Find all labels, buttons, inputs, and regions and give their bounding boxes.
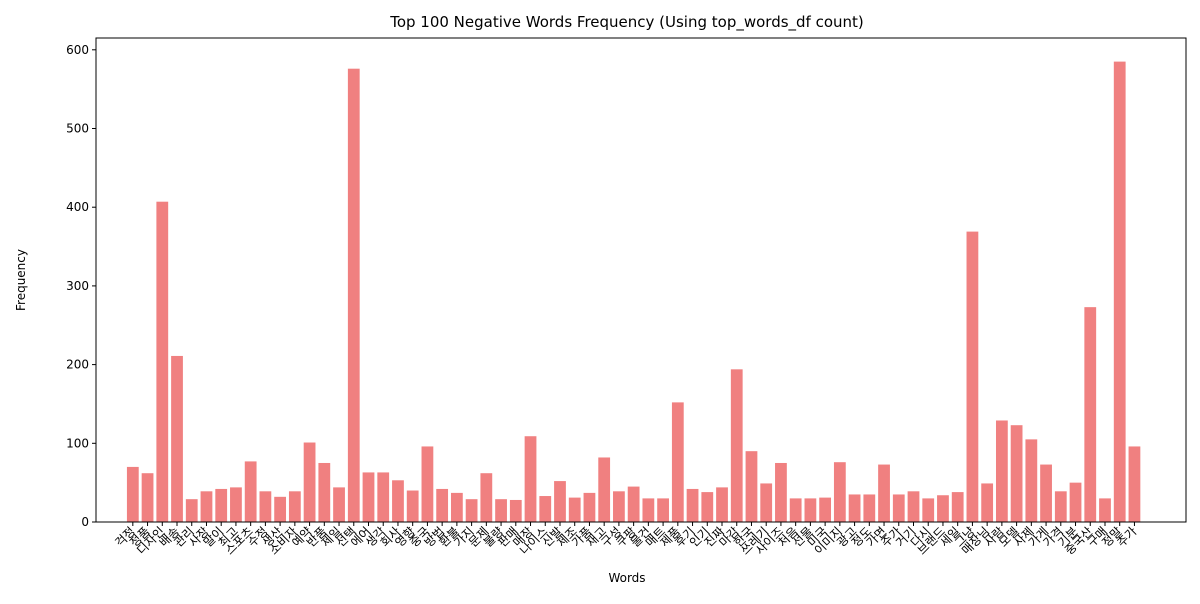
bar: [833, 462, 846, 522]
bar: [878, 464, 890, 522]
bar: [642, 498, 655, 522]
y-tick-label: 600: [66, 43, 89, 57]
bar: [966, 231, 979, 522]
bar: [171, 355, 183, 522]
bar: [200, 491, 213, 522]
bar: [1069, 482, 1082, 522]
bar: [1054, 491, 1067, 522]
bar: [951, 492, 964, 522]
bar: [377, 472, 390, 522]
plot-frame: [95, 37, 1187, 523]
bar: [716, 487, 728, 522]
bar: [598, 457, 611, 522]
bar: [583, 492, 596, 522]
bar: [730, 369, 743, 522]
bar: [863, 494, 876, 522]
bar: [1010, 425, 1023, 522]
bar: [627, 486, 640, 522]
bar: [804, 498, 817, 522]
bar: [303, 442, 316, 522]
bar: [126, 466, 139, 522]
bar: [450, 492, 463, 522]
bar: [995, 420, 1008, 522]
bar: [701, 492, 714, 522]
bar: [568, 497, 581, 522]
bar: [789, 498, 802, 522]
bar: [288, 491, 301, 522]
bar: [892, 494, 905, 522]
bar: [230, 487, 242, 522]
bar: [848, 494, 861, 522]
x-axis-label: Words: [608, 571, 645, 585]
bar: [539, 496, 552, 522]
y-tick-label: 0: [81, 515, 89, 529]
y-tick-label: 500: [66, 122, 89, 136]
bar: [819, 497, 832, 522]
chart-title: Top 100 Negative Words Frequency (Using …: [389, 13, 864, 32]
bar: [775, 462, 787, 522]
bar: [1113, 61, 1126, 523]
bar: [392, 480, 404, 522]
bar: [244, 461, 257, 522]
bar: [760, 483, 773, 522]
bar: [362, 472, 375, 522]
bar: [509, 499, 522, 522]
bar: [937, 495, 949, 522]
bar: [274, 496, 287, 522]
y-tick-label: 400: [66, 200, 89, 214]
bar: [185, 499, 198, 522]
bar: [1128, 446, 1141, 522]
bar: [436, 488, 449, 522]
bar: [1025, 439, 1038, 522]
bar: [922, 498, 935, 522]
bar: [613, 491, 625, 522]
bar: [347, 68, 360, 522]
bar: [1084, 307, 1097, 522]
y-tick-label: 100: [66, 436, 89, 450]
bar: [495, 499, 507, 522]
bar: [524, 436, 537, 522]
bar: [1099, 498, 1111, 522]
bar: [907, 491, 920, 522]
bar: [333, 487, 345, 522]
bar: [259, 491, 272, 522]
y-tick-label: 300: [66, 279, 89, 293]
bar: [318, 462, 331, 522]
bar: [981, 483, 994, 522]
bar: [421, 446, 434, 522]
bar: [554, 481, 566, 522]
bar: [215, 488, 228, 522]
bar: [465, 499, 478, 522]
y-axis-label: Frequency: [14, 249, 28, 311]
bar: [1040, 464, 1052, 522]
bar: [141, 473, 154, 522]
bar: [480, 473, 493, 522]
bar: [406, 490, 419, 522]
y-tick-label: 200: [66, 358, 89, 372]
bar: [686, 488, 699, 522]
bar: [156, 201, 169, 522]
bar: [657, 498, 669, 522]
bar: [745, 451, 758, 522]
bar: [671, 402, 684, 522]
